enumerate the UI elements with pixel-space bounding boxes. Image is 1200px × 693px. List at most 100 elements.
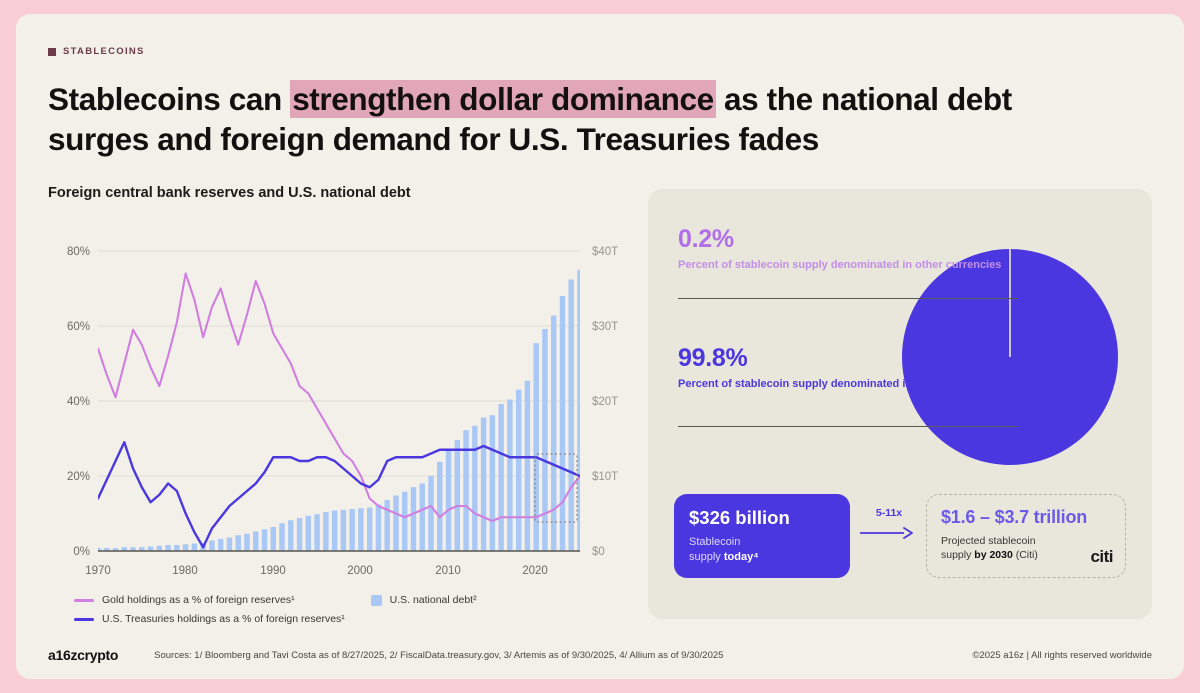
- debt-bar: [98, 548, 101, 551]
- brand-logo: a16zcrypto: [48, 647, 119, 663]
- svg-text:1990: 1990: [260, 565, 286, 577]
- debt-bar: [217, 539, 224, 551]
- debt-bar: [323, 512, 329, 551]
- sources-note: Sources: 1/ Bloomberg and Tavi Costa as …: [154, 649, 724, 661]
- debt-bar: [550, 315, 557, 551]
- debt-bar: [104, 548, 110, 551]
- y-axis-right: $40T $30T $20T $10T $0: [592, 246, 618, 558]
- future-desc-a: Projected stablecoin: [941, 535, 1036, 547]
- legend-label-gold: Gold holdings as a % of foreign reserves…: [102, 594, 295, 606]
- eyebrow-label: STABLECOINS: [63, 46, 145, 57]
- debt-bar: [454, 440, 461, 551]
- debt-bar-swatch-icon: [370, 594, 382, 606]
- svg-text:$10T: $10T: [592, 471, 618, 483]
- stat-other-value: 0.2%: [678, 225, 734, 253]
- convergence-annotation-box: [534, 453, 578, 523]
- growth-multiplier: 5-11x: [860, 507, 918, 540]
- stat-usd-value: 99.8%: [678, 344, 748, 372]
- svg-text:80%: 80%: [67, 246, 90, 258]
- debt-bar: [270, 527, 276, 551]
- copyright-note: ©2025 a16z | All rights reserved worldwi…: [972, 649, 1152, 661]
- debt-bar: [209, 540, 215, 551]
- future-desc-bold: by 2030: [974, 549, 1013, 562]
- debt-bar: [305, 515, 312, 551]
- debt-bar: [445, 449, 452, 551]
- chart-title: Foreign central bank reserves and U.S. n…: [48, 185, 411, 201]
- svg-text:60%: 60%: [67, 321, 90, 333]
- debt-bar: [437, 461, 443, 551]
- debt-bar: [515, 389, 522, 551]
- debt-bar: [235, 535, 241, 551]
- gold-holdings-line: [98, 272, 580, 523]
- stat-usd-label: Percent of stablecoin supply denominated…: [678, 378, 943, 390]
- debt-bar: [121, 547, 127, 551]
- stablecoin-supply-today-card: $326 billion Stablecoin supply today⁴: [674, 494, 850, 578]
- debt-bar: [244, 533, 250, 551]
- debt-bar: [191, 543, 198, 551]
- svg-text:2010: 2010: [435, 565, 461, 577]
- debt-bar: [296, 518, 303, 551]
- svg-text:1980: 1980: [172, 565, 198, 577]
- leader-line-usd: [678, 426, 1018, 427]
- debt-bar: [288, 520, 294, 551]
- square-marker-icon: [48, 47, 56, 56]
- debt-bar: [261, 529, 268, 551]
- debt-bar: [463, 430, 469, 551]
- debt-bar: [156, 545, 163, 551]
- debt-bar: [507, 399, 513, 551]
- stat-other-label: Percent of stablecoin supply denominated…: [678, 259, 1002, 271]
- headline-part-2: as the national debt surges and foreign …: [48, 81, 1012, 157]
- stat-other-currencies: 0.2% Percent of stablecoin supply denomi…: [678, 225, 1001, 273]
- treasuries-holdings-line: [98, 441, 580, 549]
- svg-text:$0: $0: [592, 546, 605, 558]
- svg-text:40%: 40%: [67, 396, 90, 408]
- today-desc-a: Stablecoin: [689, 536, 741, 548]
- debt-bar: [331, 510, 338, 551]
- debt-bar: [147, 546, 154, 551]
- footer: a16zcrypto Sources: 1/ Bloomberg and Tav…: [48, 647, 1152, 663]
- debt-bar: [112, 548, 119, 551]
- eyebrow-tag: STABLECOINS: [48, 46, 1152, 57]
- headline-highlight: strengthen dollar dominance: [290, 80, 716, 118]
- debt-bar: [577, 269, 580, 551]
- legend-label-treasuries: U.S. Treasuries holdings as a % of forei…: [102, 613, 345, 625]
- debt-bar: [340, 509, 347, 551]
- stat-usd: 99.8% Percent of stablecoin supply denom…: [678, 344, 942, 392]
- stablecoin-panel: 0.2% Percent of stablecoin supply denomi…: [648, 189, 1152, 619]
- x-axis: 1970 1980 1990 2000 2010 2020: [85, 565, 548, 577]
- debt-bar: [182, 544, 189, 551]
- debt-bar: [253, 531, 259, 551]
- today-amount: $326 billion: [689, 507, 790, 528]
- debt-bar: [559, 296, 566, 551]
- debt-bar: [533, 343, 539, 551]
- debt-bar: [358, 508, 364, 551]
- legend-item-gold: Gold holdings as a % of foreign reserves…: [74, 594, 295, 606]
- pie-chart: [900, 247, 1120, 467]
- debt-bar: [174, 545, 180, 551]
- poster-card: STABLECOINS Stablecoins can strengthen d…: [16, 14, 1184, 679]
- chart-legend: Gold holdings as a % of foreign reserves…: [74, 594, 614, 632]
- y-axis-left: 80% 60% 40% 20% 0%: [67, 246, 90, 558]
- debt-bar: [489, 415, 496, 551]
- right-arrow-icon: [860, 526, 918, 540]
- svg-text:0%: 0%: [73, 546, 90, 558]
- debt-bar: [384, 500, 390, 551]
- debt-bar: [139, 547, 145, 551]
- debt-bar: [542, 329, 548, 551]
- debt-bar: [226, 537, 233, 551]
- debt-bar: [428, 476, 434, 551]
- debt-bar: [279, 523, 285, 551]
- debt-bar: [524, 380, 531, 551]
- projected-supply-2030-card: $1.6 – $3.7 trillion Projected stablecoi…: [926, 494, 1126, 578]
- legend-item-treasuries: U.S. Treasuries holdings as a % of forei…: [74, 613, 345, 625]
- debt-bar: [165, 545, 171, 551]
- citi-logo: citi: [1090, 547, 1113, 566]
- debt-bar: [402, 491, 408, 551]
- svg-text:1970: 1970: [85, 565, 111, 577]
- future-desc-c: (Citi): [1012, 549, 1038, 562]
- svg-text:2000: 2000: [347, 565, 373, 577]
- future-amount: $1.6 – $3.7 trillion: [941, 507, 1088, 527]
- debt-bar: [480, 417, 487, 551]
- debt-bar: [366, 507, 373, 551]
- legend-label-debt: U.S. national debt²: [389, 594, 477, 606]
